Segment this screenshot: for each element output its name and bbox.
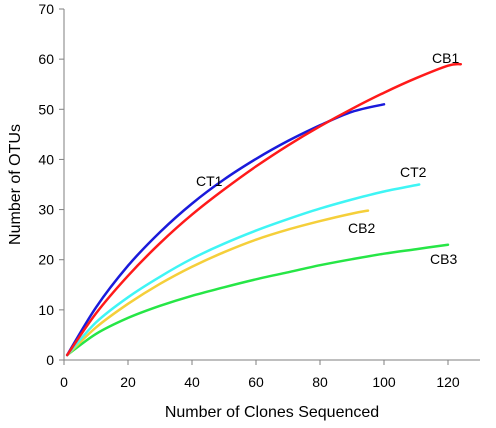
series-layer bbox=[65, 62, 463, 357]
x-tick-label: 100 bbox=[372, 374, 396, 390]
series-line-cb3 bbox=[65, 243, 450, 357]
x-tick-label: 40 bbox=[184, 374, 200, 390]
series-labels: CB1 CT1 CT2 CB2 CB3 bbox=[196, 50, 459, 267]
series-label-ct1: CT1 bbox=[196, 173, 223, 189]
y-tick-label: 40 bbox=[38, 151, 54, 167]
x-axis-title: Number of Clones Sequenced bbox=[165, 404, 379, 421]
series-label-cb1: CB1 bbox=[432, 50, 459, 66]
x-axis-ticks: 0 20 40 60 80 100 120 bbox=[60, 360, 460, 390]
y-tick-label: 60 bbox=[38, 51, 54, 67]
series-label-cb2: CB2 bbox=[348, 220, 375, 236]
y-tick-label: 30 bbox=[38, 202, 54, 218]
y-tick-label: 50 bbox=[38, 101, 54, 117]
series-line-ct1 bbox=[65, 103, 386, 357]
y-axis-title: Number of OTUs bbox=[7, 124, 24, 245]
x-tick-label: 120 bbox=[436, 374, 460, 390]
series-line-cb2 bbox=[65, 209, 370, 357]
y-axis-ticks: 0 10 20 30 40 50 60 70 bbox=[38, 1, 64, 368]
x-tick-label: 80 bbox=[312, 374, 328, 390]
y-tick-label: 10 bbox=[38, 302, 54, 318]
series-label-ct2: CT2 bbox=[400, 164, 427, 180]
x-tick-label: 60 bbox=[248, 374, 264, 390]
series-line-ct2 bbox=[65, 183, 421, 357]
series-line-cb1 bbox=[65, 62, 463, 357]
series-label-cb3: CB3 bbox=[430, 251, 457, 267]
y-tick-label: 0 bbox=[46, 352, 54, 368]
x-tick-label: 0 bbox=[60, 374, 68, 390]
x-tick-label: 20 bbox=[120, 374, 136, 390]
y-tick-label: 20 bbox=[38, 252, 54, 268]
y-tick-label: 70 bbox=[38, 1, 54, 17]
